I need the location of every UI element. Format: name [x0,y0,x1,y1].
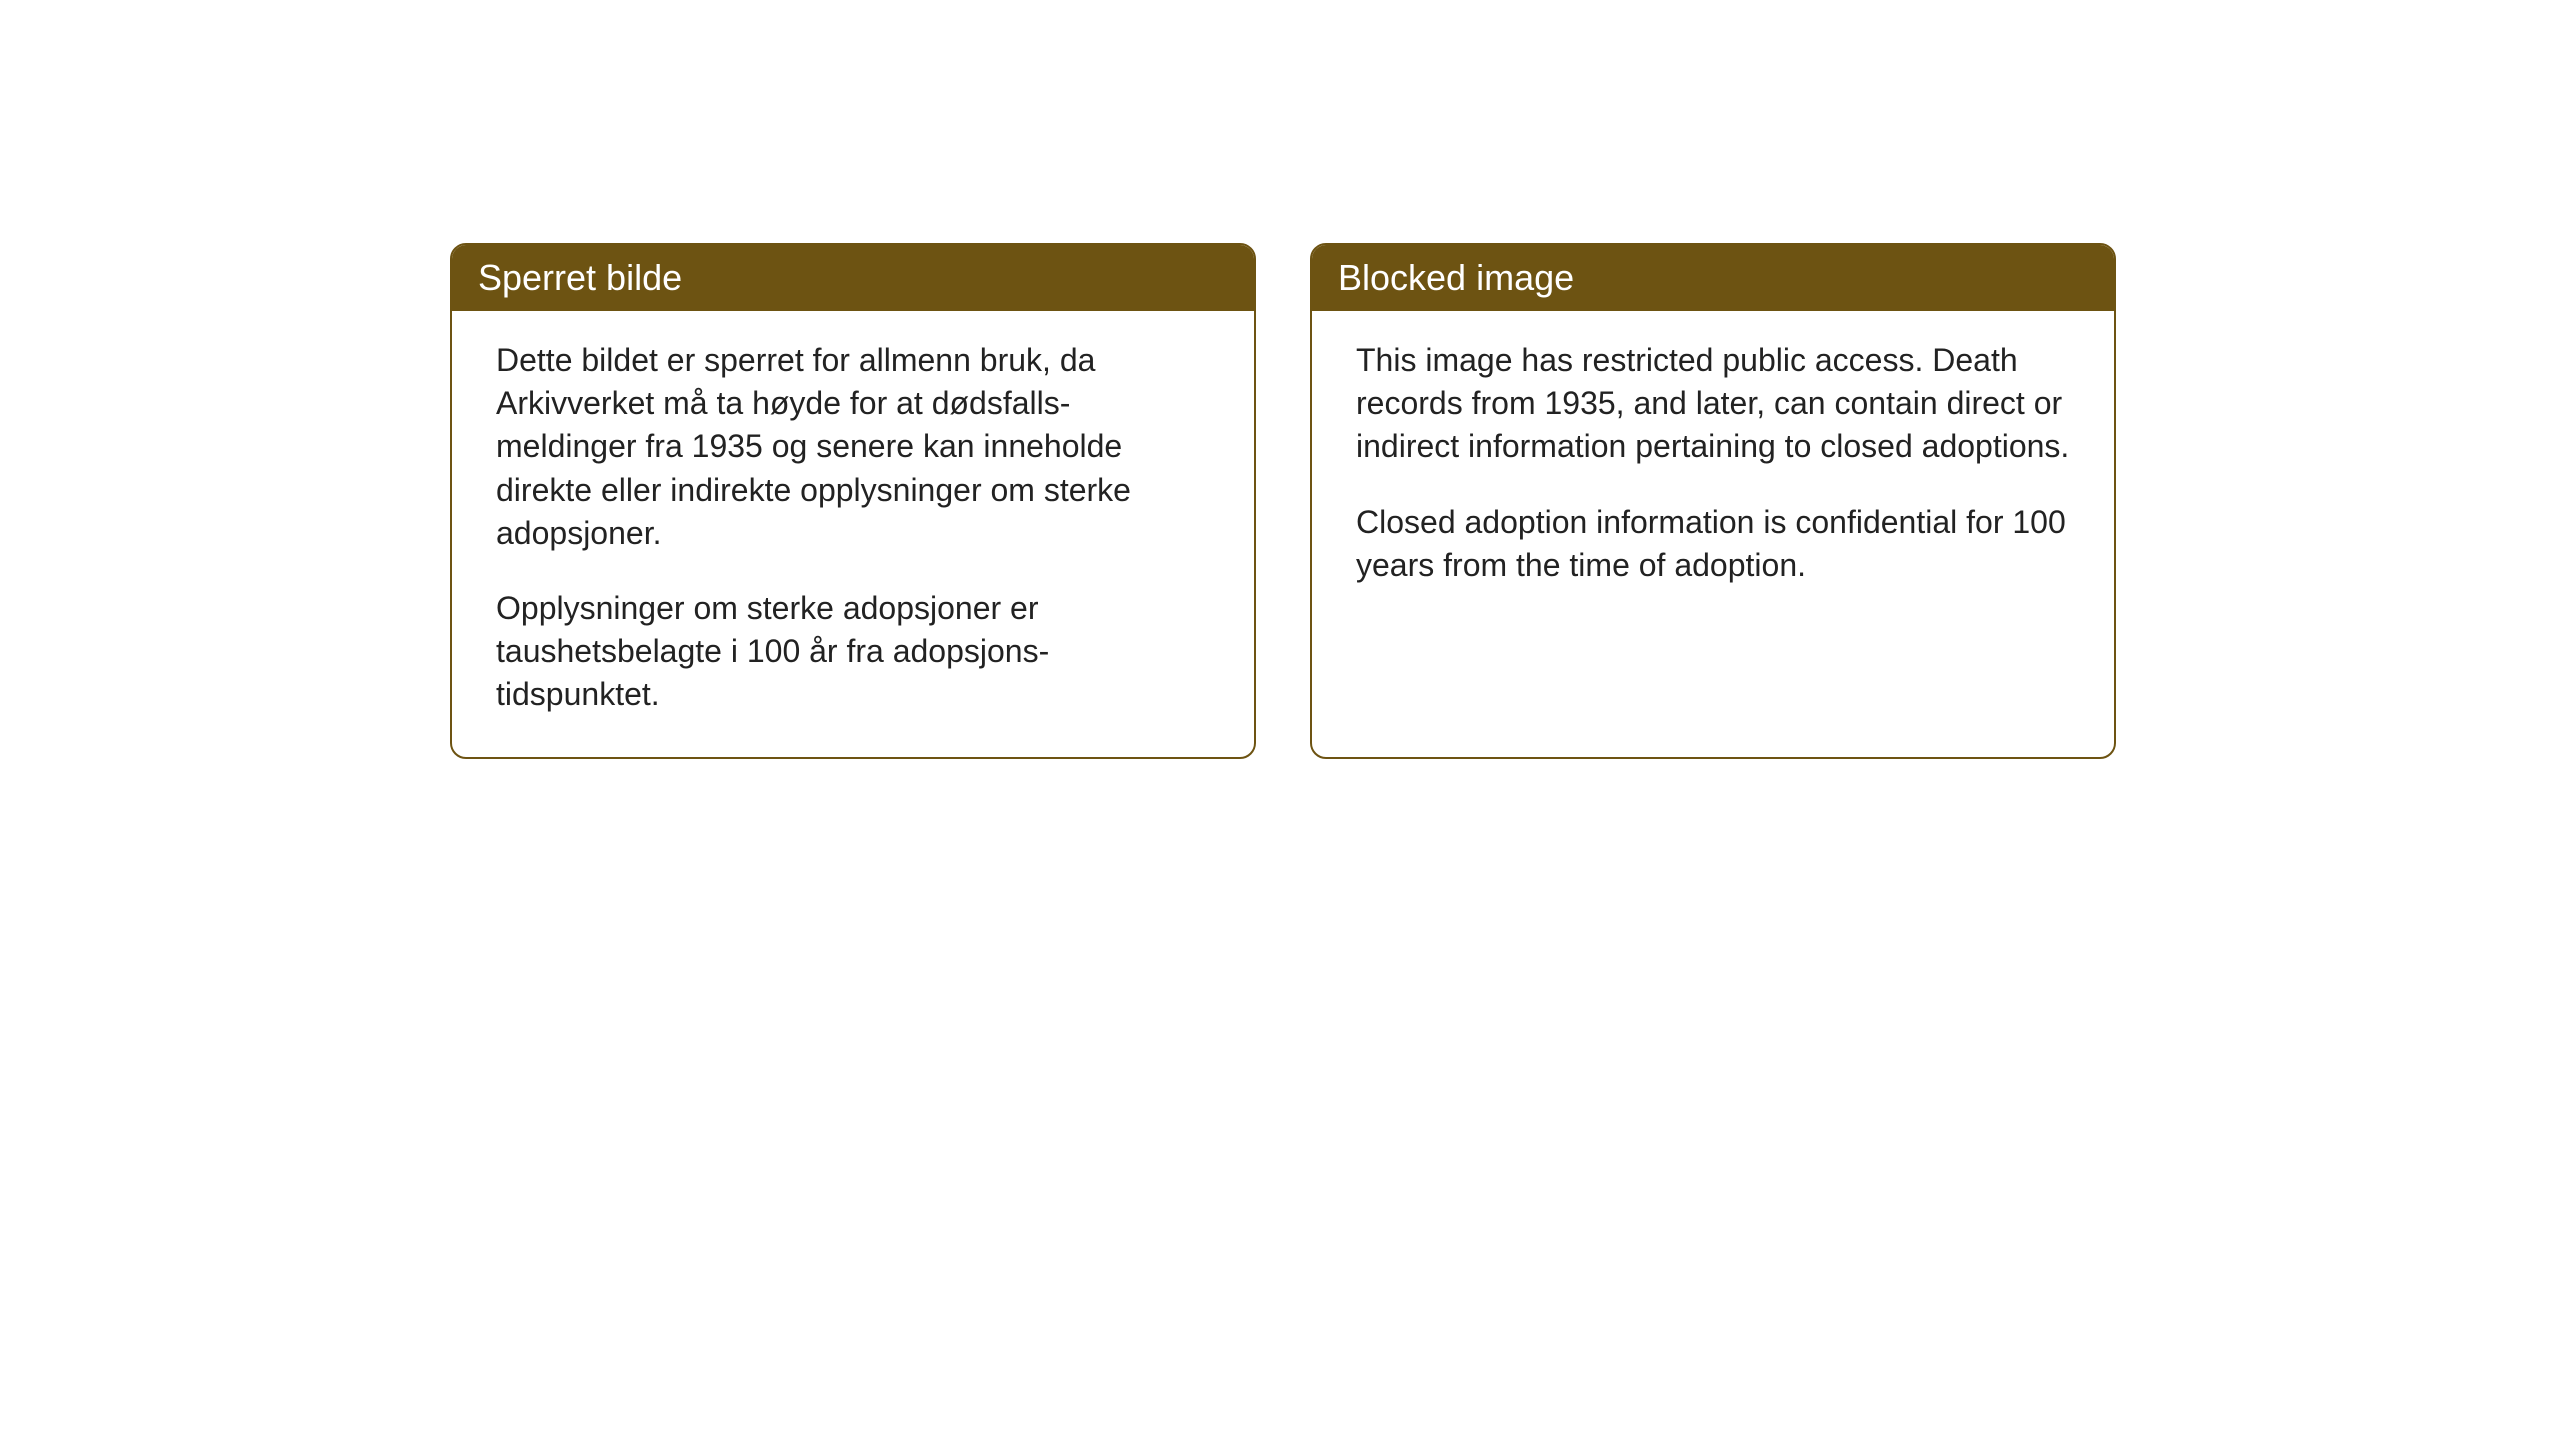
english-card-body: This image has restricted public access.… [1312,311,2114,691]
norwegian-card-body: Dette bildet er sperret for allmenn bruk… [452,311,1254,757]
norwegian-paragraph-1: Dette bildet er sperret for allmenn bruk… [496,339,1210,555]
english-paragraph-1: This image has restricted public access.… [1356,339,2070,469]
norwegian-paragraph-2: Opplysninger om sterke adopsjoner er tau… [496,587,1210,717]
english-paragraph-2: Closed adoption information is confident… [1356,501,2070,587]
english-card-title: Blocked image [1312,245,2114,311]
norwegian-card-title: Sperret bilde [452,245,1254,311]
norwegian-notice-card: Sperret bilde Dette bildet er sperret fo… [450,243,1256,759]
notice-cards-container: Sperret bilde Dette bildet er sperret fo… [450,243,2116,759]
english-notice-card: Blocked image This image has restricted … [1310,243,2116,759]
